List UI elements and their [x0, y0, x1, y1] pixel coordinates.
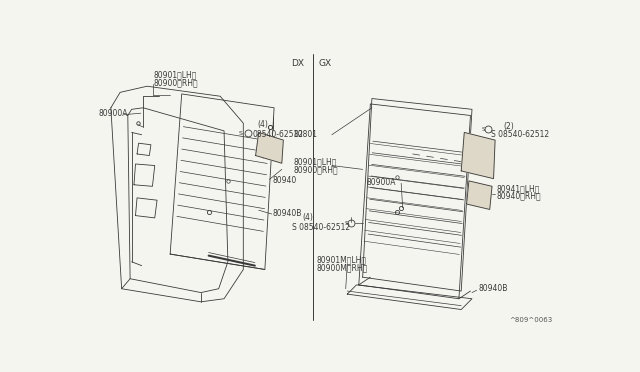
Text: 80900M〈RH〉: 80900M〈RH〉	[316, 263, 368, 272]
Text: (2): (2)	[504, 122, 515, 131]
Polygon shape	[467, 181, 492, 209]
Text: 80900A: 80900A	[99, 109, 128, 118]
Text: GX: GX	[319, 59, 332, 68]
Text: 08540-62512: 08540-62512	[253, 130, 303, 139]
Text: DX: DX	[291, 59, 304, 68]
Text: 80901〈LH〉: 80901〈LH〉	[293, 157, 337, 166]
Polygon shape	[461, 132, 495, 179]
Text: S 08540-62512: S 08540-62512	[292, 222, 350, 232]
Text: 80901M〈LH〉: 80901M〈LH〉	[316, 256, 367, 265]
Text: ^809^0063: ^809^0063	[509, 317, 552, 323]
Text: S 08540-62512: S 08540-62512	[492, 130, 549, 139]
Text: (4): (4)	[257, 120, 268, 129]
Text: (4): (4)	[303, 214, 314, 222]
Text: 80940B: 80940B	[273, 209, 302, 218]
Text: 80940: 80940	[273, 176, 297, 185]
Text: S: S	[345, 221, 348, 226]
Text: S: S	[239, 131, 243, 136]
Text: 80940B: 80940B	[478, 284, 508, 293]
Text: 80901〈LH〉: 80901〈LH〉	[153, 70, 196, 79]
Text: S: S	[482, 127, 485, 132]
Text: 80900A: 80900A	[367, 178, 396, 187]
Text: 80940〈RH〉: 80940〈RH〉	[497, 192, 541, 201]
Polygon shape	[255, 132, 284, 163]
Text: 80900〈RH〉: 80900〈RH〉	[293, 165, 338, 174]
Text: 80941〈LH〉: 80941〈LH〉	[497, 184, 540, 193]
Text: 80801: 80801	[293, 130, 317, 139]
Text: 80900〈RH〉: 80900〈RH〉	[153, 78, 198, 87]
